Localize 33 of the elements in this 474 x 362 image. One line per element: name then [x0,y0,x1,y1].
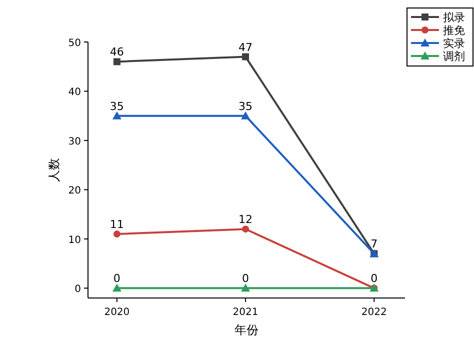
legend-label: 拟录 [443,11,465,24]
point [112,111,122,120]
y-tick-label: 30 [68,136,81,148]
data-label: 12 [238,213,253,226]
y-tick-label: 50 [68,38,81,49]
data-label: 0 [113,272,120,286]
legend-label: 推免 [443,24,465,37]
point [241,111,250,120]
data-label: 11 [110,218,124,231]
data-label: 47 [238,40,253,54]
x-axis-title: 年份 [234,323,258,337]
point [113,230,120,238]
point [241,284,250,292]
data-label: 35 [110,100,124,113]
data-label: 35 [238,100,253,113]
y-tick-label: 40 [68,87,81,98]
y-axis-title: 人数 [47,158,61,182]
point [113,58,120,66]
y-tick-label: 10 [68,234,81,246]
point [242,226,250,233]
x-tick-label: 2022 [361,307,387,318]
data-label: 0 [242,272,250,286]
x-tick-label: 2021 [232,307,258,318]
legend-label: 实录 [443,37,465,50]
data-label: 7 [370,238,378,251]
point [242,53,250,60]
legend-label: 调剂 [443,50,465,63]
x-tick-label: 2020 [104,307,130,318]
data-label: 0 [370,272,378,286]
data-label: 46 [110,46,124,59]
y-tick-label: 20 [68,186,81,197]
y-tick-label: 0 [74,284,81,296]
point [112,284,122,292]
